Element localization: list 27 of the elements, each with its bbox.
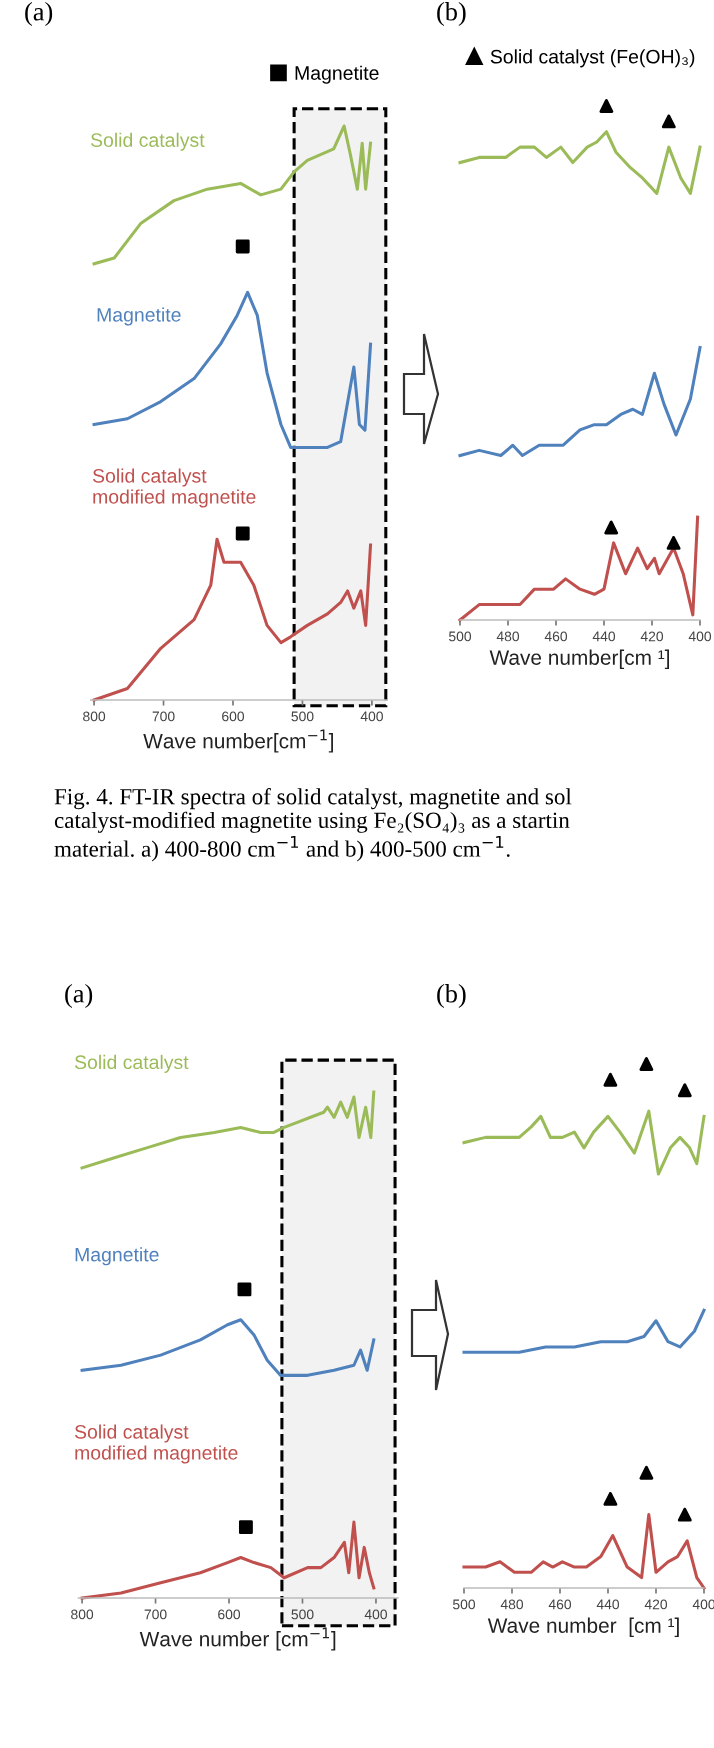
point (603, 1491, 618, 1506)
x-axis-title: Wave number [cm$^{−1}$] (139, 1627, 336, 1651)
legend-label: Solid catalyst (Fe(OH)₃) (490, 49, 695, 68)
point (677, 1507, 692, 1522)
text: Magnetite (75, 1247, 159, 1266)
text: Magnetite (97, 307, 181, 326)
point (599, 99, 614, 113)
x-axis-title: Wave number [cm ¹] (487, 1617, 679, 1638)
point (666, 535, 681, 550)
caption: Fig. 4. FT-IR spectra of solid catalyst, magnetite and sol catalyst-modified magnetite using Fe₂(SO₄)₃ as a startin material. a) 400-800 cm$^{−1}$ and b) 400-500 cm$^{−1}$. (54, 788, 572, 862)
series-label: Solid catalyst (90, 132, 205, 151)
legend-label: Magnetite (295, 65, 379, 84)
chart-title: (a) (25, 2, 53, 26)
x-axis-title: Wave number[cm$^{−1}$] (143, 729, 333, 753)
text: Solid catalyst (74, 1054, 189, 1073)
chart-title: (b) (437, 2, 466, 26)
point (639, 1465, 654, 1480)
point (661, 114, 676, 129)
text: Solid catalyst modified magnetite (74, 1424, 238, 1464)
point (604, 520, 619, 535)
chart-title: (b) (437, 984, 466, 1008)
point (603, 1072, 618, 1087)
text: Solid catalyst modified magnetite (92, 468, 256, 508)
point (639, 1057, 654, 1071)
chart-title: (a) (65, 984, 93, 1008)
point (677, 1083, 692, 1098)
x-axis-title: Wave number[cm ¹] (489, 649, 670, 670)
